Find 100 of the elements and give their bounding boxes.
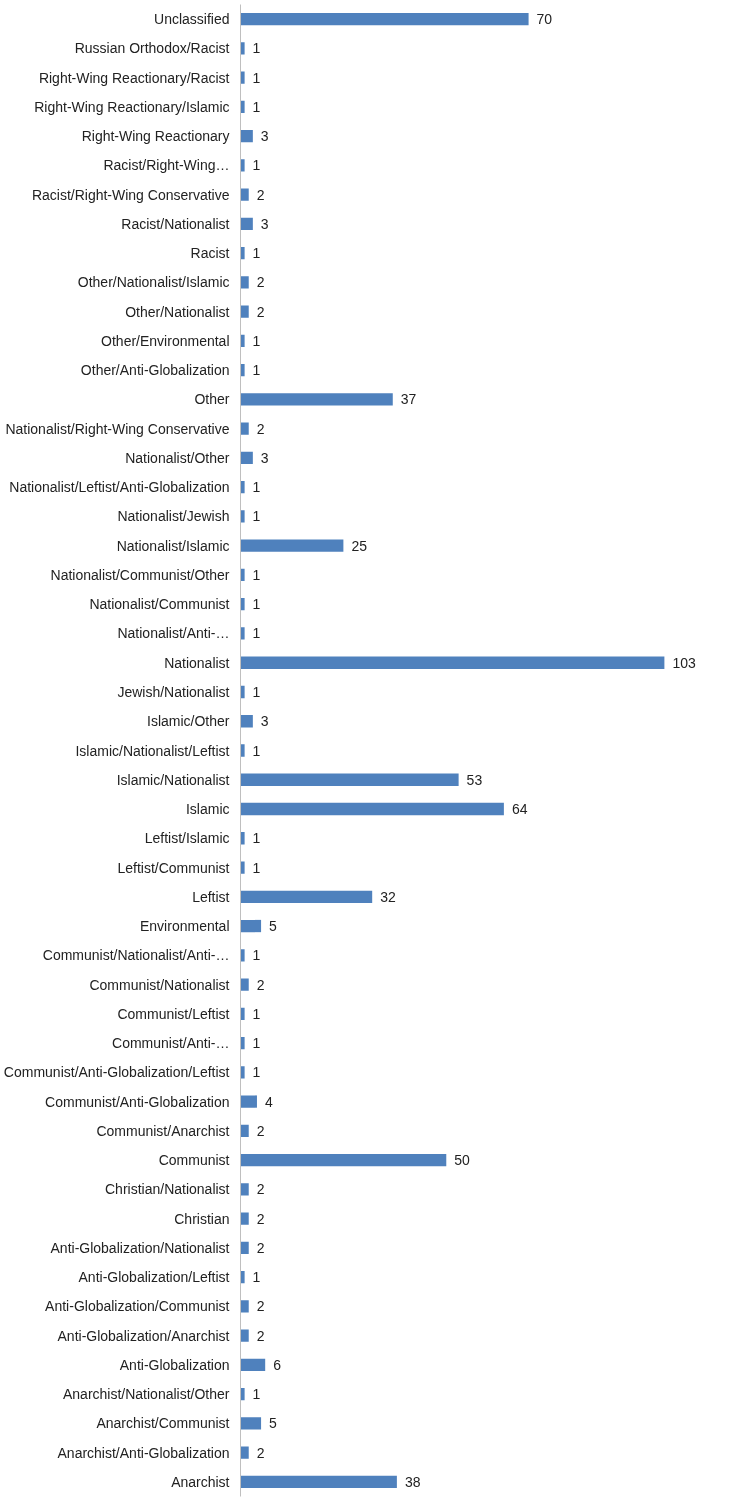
y-tick-label: Nationalist/Leftist/Anti-Globalization: [9, 479, 230, 496]
bar: [240, 334, 245, 348]
y-tick-label: Islamic: [185, 801, 230, 818]
bar: [240, 802, 504, 816]
data-label: 38: [404, 1473, 421, 1490]
bar: [240, 1417, 262, 1430]
y-tick-label: Anti-Globalization/Anarchist: [57, 1327, 230, 1344]
data-label: 70: [536, 11, 553, 28]
bar: [240, 1270, 245, 1284]
data-label: 1: [252, 245, 261, 262]
bar: [240, 1241, 249, 1254]
data-label: 37: [400, 391, 417, 408]
data-label: 1: [252, 830, 261, 847]
bar: [240, 481, 245, 494]
data-label: 2: [256, 303, 265, 320]
y-tick-label: Right-Wing Reactionary/Islamic: [34, 98, 230, 115]
y-tick-label: Leftist/Islamic: [144, 830, 230, 847]
bar: [240, 1036, 245, 1050]
y-tick-label: Racist/Right-Wing…: [103, 157, 230, 174]
y-tick-label: Islamic/Nationalist: [116, 771, 230, 788]
data-label: 2: [256, 186, 265, 203]
y-tick-label: Anarchist: [171, 1473, 230, 1490]
y-tick-label: Communist/Anti-Globalization: [45, 1093, 230, 1110]
bar: [240, 217, 253, 231]
y-tick-label: Nationalist/Communist: [89, 596, 230, 613]
bar: [240, 71, 245, 84]
y-tick-label: Unclassified: [154, 11, 230, 28]
bar: [240, 451, 253, 465]
y-tick-label: Nationalist/Communist/Other: [50, 566, 230, 583]
bar: [240, 1153, 447, 1167]
y-tick-label: Environmental: [140, 918, 230, 935]
y-tick-label: Anarchist/Anti-Globalization: [57, 1444, 230, 1461]
data-label: 1: [252, 332, 261, 349]
data-label: 53: [466, 771, 483, 788]
data-label: 4: [264, 1093, 273, 1110]
y-tick-label: Nationalist/Anti-…: [117, 625, 230, 642]
y-tick-label: Other/Anti-Globalization: [80, 362, 230, 379]
bar: [240, 568, 245, 582]
bar: [240, 1446, 249, 1459]
data-label: 1: [252, 859, 261, 876]
data-label: 1: [252, 1005, 261, 1022]
y-tick-label: Nationalist/Jewish: [117, 508, 230, 525]
bar: [240, 1300, 249, 1313]
data-label: 32: [380, 888, 396, 905]
data-label: 103: [672, 654, 696, 671]
data-label: 1: [252, 596, 261, 613]
bar: [240, 1124, 249, 1137]
data-label: 1: [252, 69, 261, 86]
data-label: 1: [252, 1269, 261, 1286]
data-label: 2: [256, 274, 265, 291]
y-tick-label: Anti-Globalization/Nationalist: [50, 1239, 230, 1256]
bar: [240, 539, 344, 552]
y-tick-label: Leftist: [192, 888, 230, 905]
y-tick-label: Nationalist/Right-Wing Conservative: [5, 420, 230, 437]
y-tick-label: Other: [194, 391, 230, 408]
y-tick-label: Nationalist: [164, 654, 230, 671]
data-label: 1: [252, 40, 261, 57]
y-tick-label: Racist/Right-Wing Conservative: [31, 186, 230, 203]
bar: [240, 305, 249, 318]
data-label: 2: [256, 1327, 265, 1344]
data-label: 1: [252, 947, 261, 964]
bar: [240, 1066, 245, 1079]
bar: [240, 861, 245, 874]
y-tick-label: Other/Nationalist: [125, 303, 230, 320]
bar: [240, 393, 393, 406]
y-tick-label: Nationalist/Islamic: [116, 537, 230, 554]
data-label: 1: [252, 362, 261, 379]
data-label: 1: [252, 683, 261, 700]
bar: [240, 1212, 249, 1225]
data-label: 3: [260, 713, 269, 730]
data-label: 3: [260, 215, 269, 232]
bar: [240, 1095, 257, 1108]
data-label: 3: [260, 128, 269, 145]
data-label: 1: [252, 479, 261, 496]
bar: [240, 276, 249, 289]
bar: [240, 949, 245, 962]
data-label: 1: [252, 625, 261, 642]
data-label: 2: [256, 1444, 265, 1461]
data-label: 3: [260, 449, 269, 466]
data-label: 1: [252, 157, 261, 174]
bar: [240, 130, 253, 143]
bar: [240, 1358, 266, 1371]
bar: [240, 773, 459, 786]
bar: [240, 598, 245, 611]
y-tick-label: Islamic/Other: [147, 713, 230, 730]
data-label: 5: [269, 1415, 278, 1432]
y-tick-label: Christian: [174, 1210, 230, 1227]
y-tick-label: Racist/Nationalist: [121, 215, 230, 232]
y-tick-label: Communist/Anarchist: [96, 1122, 230, 1139]
bar: [240, 422, 249, 435]
bar: [240, 715, 253, 728]
y-tick-label: Anarchist/Communist: [96, 1415, 230, 1432]
bar: [240, 1387, 245, 1401]
data-label: 2: [256, 1239, 265, 1256]
y-tick-label: Anti-Globalization/Leftist: [78, 1269, 230, 1286]
y-tick-label: Anarchist/Nationalist/Other: [62, 1386, 230, 1403]
bar: [240, 100, 245, 114]
data-label: 50: [454, 1152, 471, 1169]
data-label: 2: [256, 1122, 265, 1139]
y-tick-label: Leftist/Communist: [117, 859, 230, 876]
